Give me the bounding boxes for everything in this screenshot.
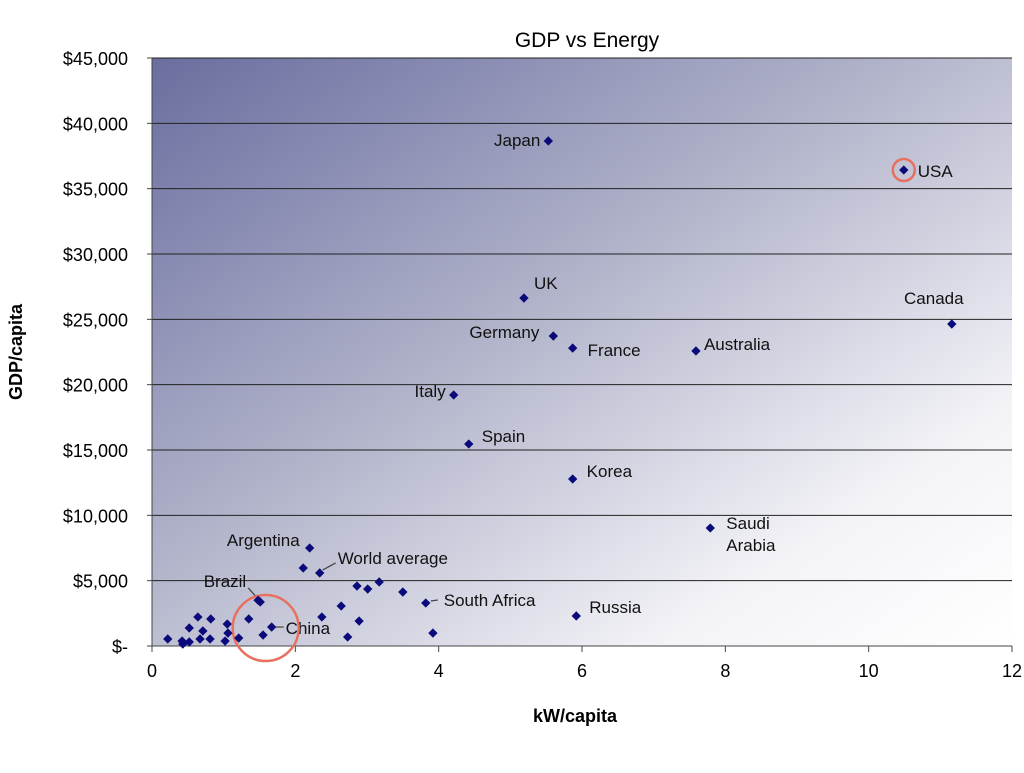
x-tick-label: 4 [434, 661, 444, 681]
data-point [198, 626, 208, 636]
label-china: China [286, 619, 331, 638]
highlight-circle-china [231, 593, 300, 663]
highlight-circle-usa [891, 157, 917, 183]
y-tick-label: $20,000 [63, 376, 128, 396]
y-tick-label: $45,000 [63, 49, 128, 69]
y-tick-label: $5,000 [73, 572, 128, 592]
x-tick-label: 2 [290, 661, 300, 681]
data-point [195, 634, 205, 644]
label-south-africa: South Africa [444, 591, 536, 610]
data-point [352, 581, 362, 591]
x-tick-label: 8 [720, 661, 730, 681]
label-japan: Japan [494, 131, 540, 150]
point-germany [548, 331, 559, 341]
x-tick-label: 10 [859, 661, 879, 681]
label-spain: Spain [482, 427, 525, 446]
label-italy: Italy [415, 382, 447, 401]
point-spain [464, 439, 474, 449]
data-point [193, 612, 203, 622]
label-uk: UK [534, 274, 558, 293]
y-tick-label: $25,000 [63, 310, 128, 330]
x-tick-label: 6 [577, 661, 587, 681]
x-axis-label: kW/capita [533, 706, 618, 726]
point-world-average [315, 568, 325, 578]
data-point [317, 612, 327, 622]
y-tick-label: $30,000 [63, 245, 128, 265]
label-australia: Australia [704, 335, 771, 354]
data-point [184, 623, 194, 633]
point-uk [519, 293, 529, 303]
point-canada [947, 319, 957, 329]
data-point [184, 637, 194, 647]
leader-line [322, 562, 336, 571]
data-point [336, 601, 346, 611]
point-usa [899, 165, 909, 175]
data-point [220, 636, 230, 646]
label-brazil: Brazil [204, 572, 247, 591]
leader-line [430, 599, 438, 602]
x-tick-label: 12 [1002, 661, 1022, 681]
label-canada: Canada [904, 289, 964, 308]
label-world-average: World average [338, 549, 448, 568]
point-france [568, 343, 578, 353]
data-point [298, 563, 308, 573]
label-korea: Korea [587, 462, 633, 481]
data-point [258, 630, 268, 640]
plot-area [152, 58, 1012, 646]
y-tick-label: $40,000 [63, 114, 128, 134]
data-point [398, 587, 408, 597]
chart-title: GDP vs Energy [515, 29, 660, 52]
x-tick-label: 0 [147, 661, 157, 681]
point-japan [543, 136, 553, 146]
label-france: France [588, 341, 641, 360]
data-point [253, 595, 263, 605]
data-point [428, 628, 438, 638]
label-saudi-arabia: Saudi Arabia [726, 514, 776, 555]
label-germany: Germany [469, 323, 539, 342]
y-axis-label: GDP/capita [6, 303, 26, 400]
y-tick-label: $15,000 [63, 441, 128, 461]
point-italy [449, 390, 459, 400]
data-point [205, 634, 215, 644]
data-point [163, 634, 173, 644]
label-usa: USA [918, 162, 954, 181]
point-korea [568, 474, 578, 484]
label-russia: Russia [589, 598, 642, 617]
y-tick-label: $- [112, 637, 128, 657]
y-tick-label: $10,000 [63, 506, 128, 526]
label-argentina: Argentina [227, 531, 300, 550]
y-tick-label: $35,000 [63, 180, 128, 200]
data-point [222, 619, 232, 629]
